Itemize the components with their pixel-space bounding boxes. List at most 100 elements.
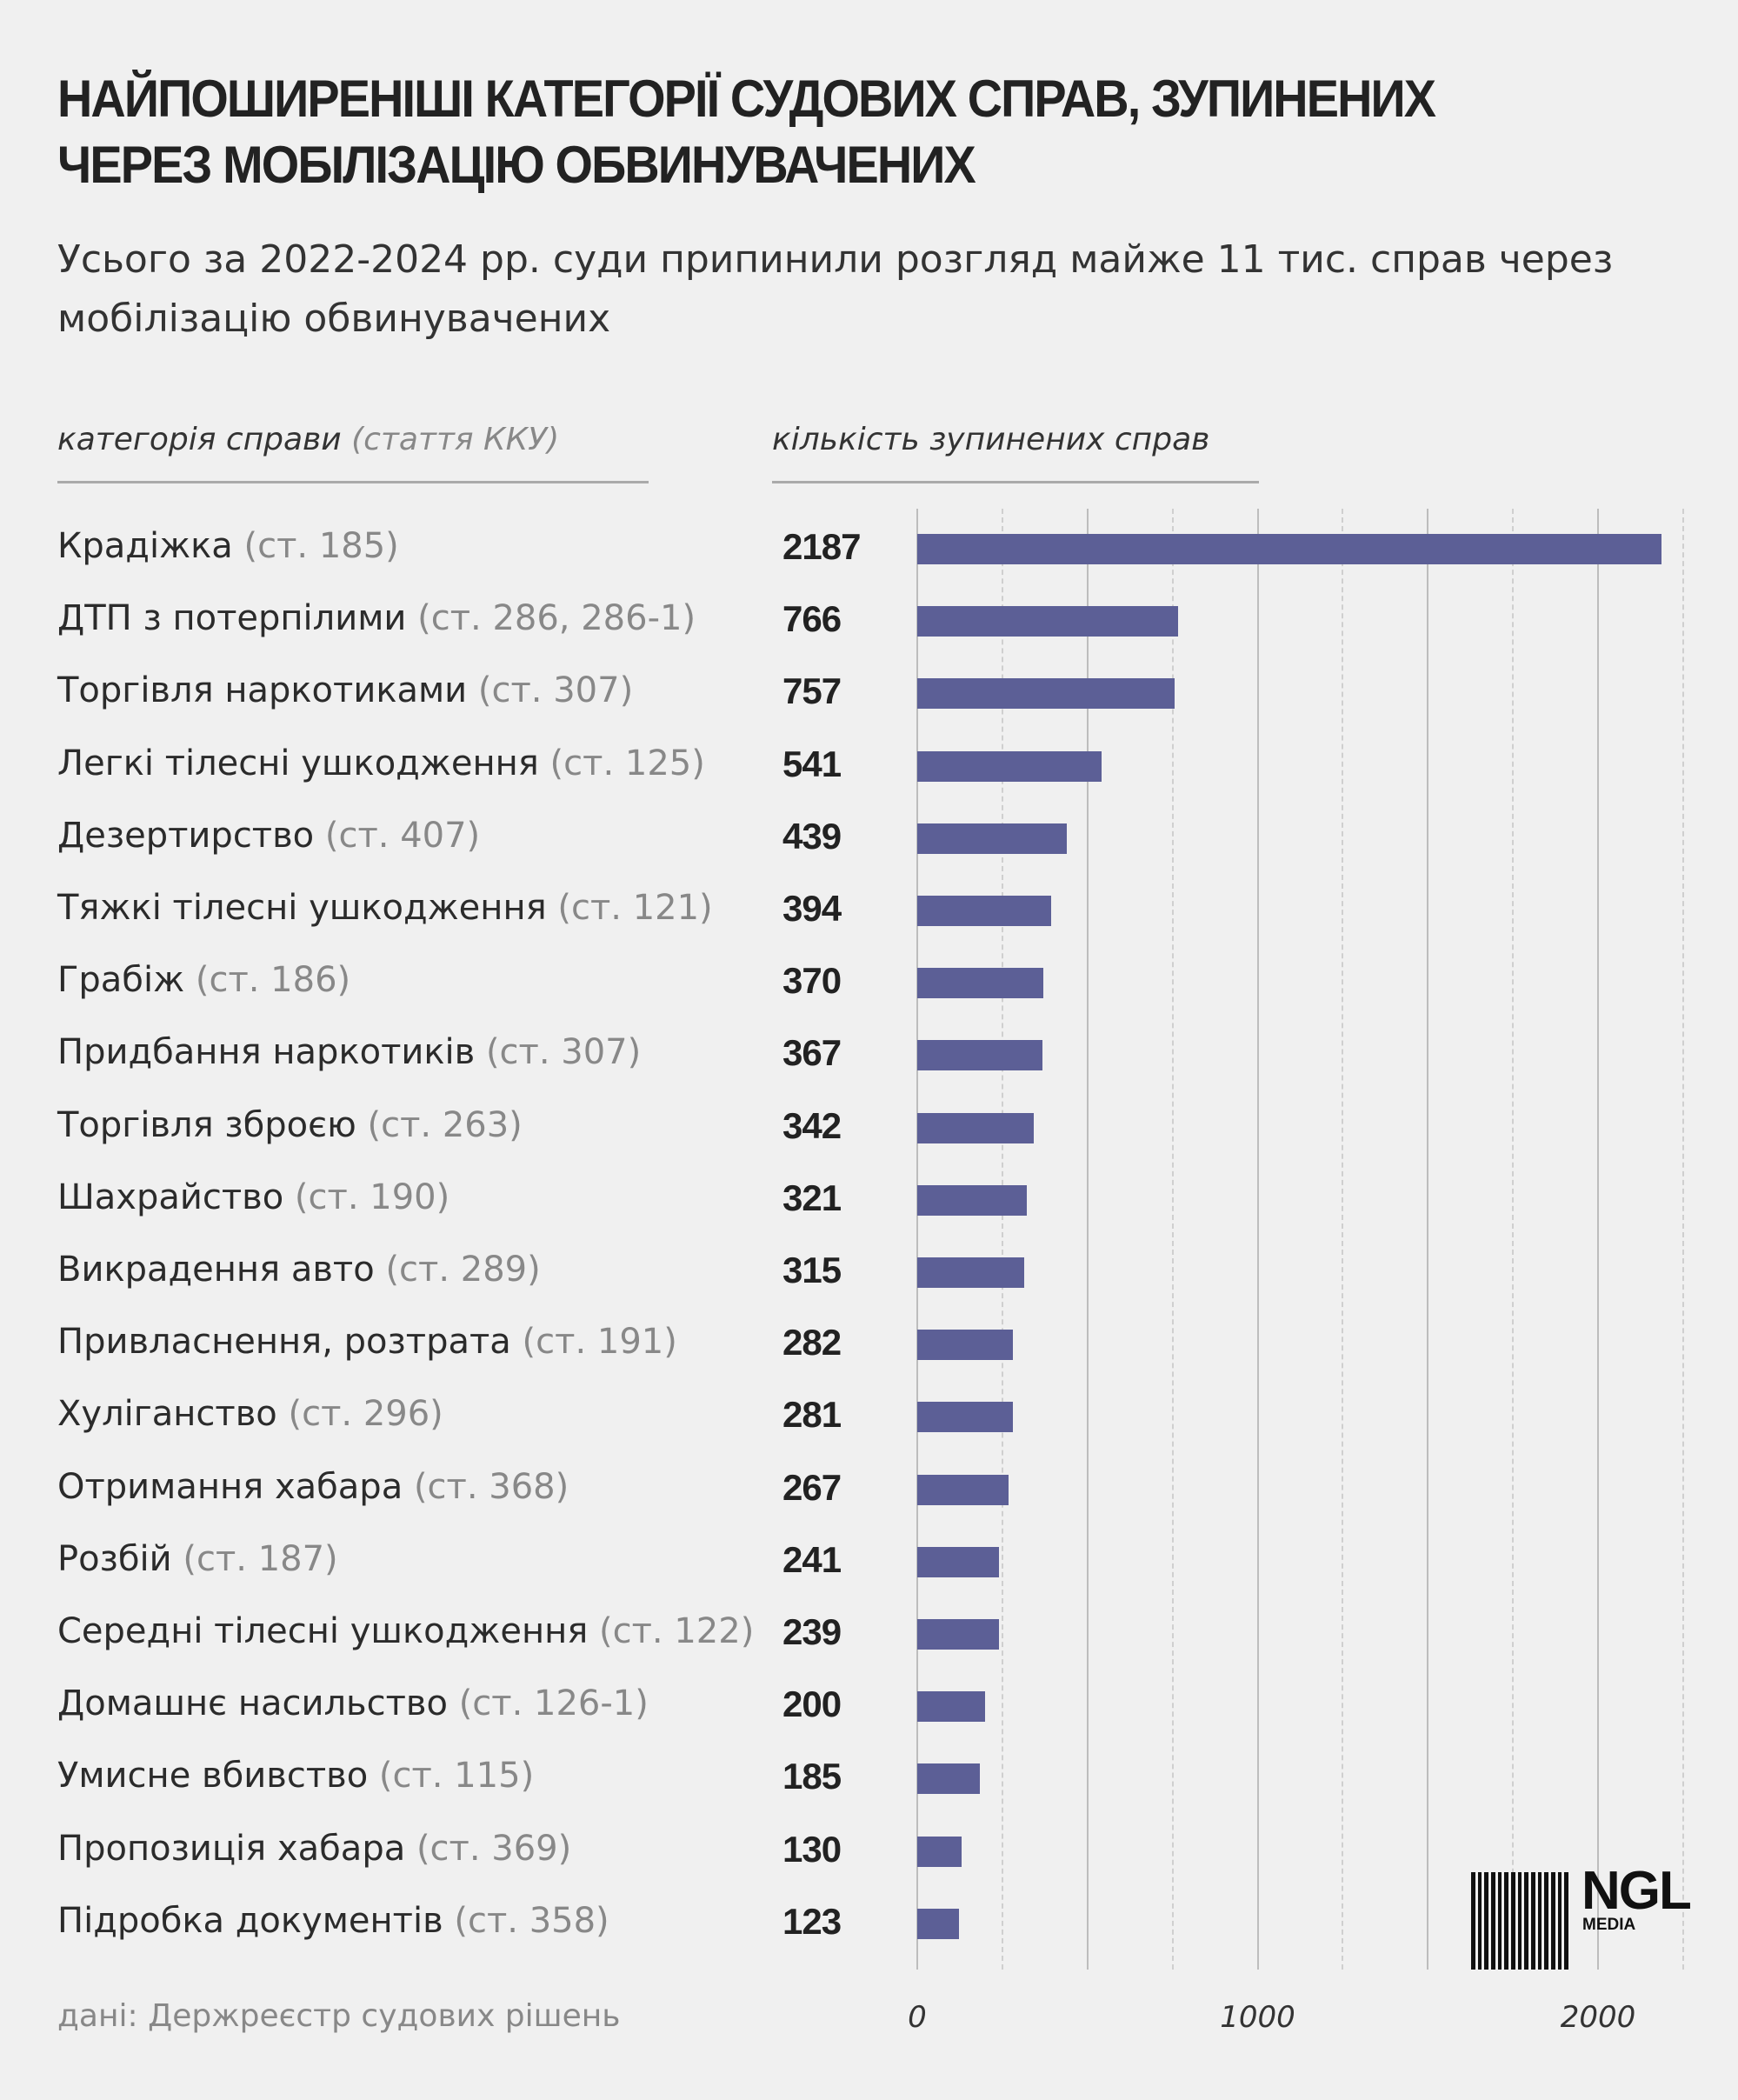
bar bbox=[917, 1836, 962, 1867]
bar bbox=[917, 1330, 1014, 1361]
bar bbox=[917, 1908, 960, 1939]
value-label: 200 bbox=[782, 1683, 842, 1725]
value-label: 370 bbox=[782, 960, 842, 1002]
source-note: дані: Держреєстр судових рішень bbox=[57, 1998, 621, 2034]
category-name: ДТП з потерпілими bbox=[57, 598, 407, 639]
category-header-label: категорія справи bbox=[57, 422, 342, 457]
category-article: (ст. 125) bbox=[549, 743, 705, 783]
category-name: Торгівля зброєю bbox=[57, 1104, 356, 1145]
category-label: Придбання наркотиків (ст. 307) bbox=[57, 1032, 641, 1072]
value-label: 267 bbox=[782, 1466, 842, 1508]
category-article: (ст. 126-1) bbox=[458, 1683, 649, 1724]
gridline bbox=[1171, 509, 1174, 1970]
category-header-rule bbox=[57, 481, 649, 483]
gridline bbox=[916, 509, 918, 1970]
bar bbox=[917, 534, 1662, 564]
category-name: Викрадення авто bbox=[57, 1250, 375, 1290]
category-article: (ст. 358) bbox=[454, 1900, 609, 1941]
category-header: категорія справи (стаття ККУ) bbox=[57, 422, 559, 457]
category-label: Хуліганство (ст. 296) bbox=[57, 1394, 443, 1434]
category-article: (ст. 307) bbox=[485, 1032, 642, 1073]
bar bbox=[917, 896, 1052, 926]
category-article: (ст. 286, 286-1) bbox=[417, 598, 696, 639]
category-label: Підробка документів (ст. 358) bbox=[57, 1901, 609, 1941]
value-label: 321 bbox=[782, 1177, 842, 1218]
bar bbox=[917, 1402, 1013, 1433]
category-label: Легкі тілесні ушкодження (ст. 125) bbox=[57, 743, 705, 783]
value-label: 367 bbox=[782, 1032, 842, 1074]
category-article: (ст. 296) bbox=[288, 1394, 443, 1435]
x-tick-label: 1000 bbox=[1220, 2000, 1295, 2035]
category-article: (ст. 191) bbox=[522, 1322, 677, 1363]
category-name: Отримання хабара bbox=[57, 1466, 403, 1507]
bar bbox=[917, 1040, 1042, 1071]
category-article: (ст. 122) bbox=[599, 1611, 755, 1651]
category-label: Шахрайство (ст. 190) bbox=[57, 1177, 449, 1217]
category-label: Торгівля наркотиками (ст. 307) bbox=[57, 670, 633, 710]
category-article: (ст. 368) bbox=[413, 1466, 569, 1507]
bar bbox=[917, 1184, 1027, 1216]
value-label: 2187 bbox=[782, 526, 861, 567]
category-article: (ст. 307) bbox=[477, 670, 634, 711]
category-article: (ст. 115) bbox=[378, 1756, 535, 1797]
category-name: Привласнення, розтрата bbox=[57, 1322, 511, 1363]
category-article: (ст. 185) bbox=[243, 526, 399, 566]
value-label: 342 bbox=[782, 1104, 842, 1146]
category-label: Розбій (ст. 187) bbox=[57, 1539, 338, 1579]
category-label: Домашнє насильство (ст. 126-1) bbox=[57, 1683, 649, 1723]
bar bbox=[917, 1474, 1009, 1505]
value-label: 241 bbox=[782, 1538, 842, 1580]
logo-text: NGL bbox=[1582, 1861, 1692, 1921]
value-label: 766 bbox=[782, 598, 842, 640]
value-label: 541 bbox=[782, 743, 842, 784]
category-label: Умисне вбивство (ст. 115) bbox=[57, 1756, 534, 1796]
bar bbox=[917, 1257, 1025, 1288]
bar bbox=[917, 606, 1178, 637]
category-article: (ст. 121) bbox=[557, 888, 713, 928]
category-article: (ст. 190) bbox=[294, 1177, 450, 1217]
x-tick-label: 2000 bbox=[1560, 2000, 1636, 2035]
category-article: (ст. 369) bbox=[416, 1828, 572, 1869]
category-label: Торгівля зброєю (ст. 263) bbox=[57, 1105, 523, 1145]
count-header-rule bbox=[772, 481, 1259, 483]
category-name: Пропозиція хабара bbox=[57, 1828, 406, 1869]
category-label: Середні тілесні ушкодження (ст. 122) bbox=[57, 1611, 754, 1651]
chart-subtitle: Усього за 2022-2024 рр. суди припинили р… bbox=[57, 237, 1614, 341]
value-label: 757 bbox=[782, 670, 842, 712]
category-name: Шахрайство bbox=[57, 1177, 284, 1217]
category-name: Легкі тілесні ушкодження bbox=[57, 743, 539, 783]
category-name: Умисне вбивство bbox=[57, 1756, 369, 1797]
gridline bbox=[1427, 509, 1429, 1970]
bar bbox=[917, 1763, 981, 1795]
value-label: 123 bbox=[782, 1900, 842, 1942]
gridline bbox=[1597, 509, 1599, 1970]
value-label: 315 bbox=[782, 1250, 842, 1290]
bar bbox=[917, 1619, 999, 1650]
category-label: Грабіж (ст. 186) bbox=[57, 960, 350, 1000]
category-name: Тяжкі тілесні ушкодження bbox=[57, 888, 547, 928]
gridline bbox=[1256, 509, 1259, 1970]
value-label: 239 bbox=[782, 1611, 842, 1652]
gridline bbox=[1001, 509, 1003, 1970]
gridline bbox=[1512, 509, 1515, 1970]
category-name: Домашнє насильство bbox=[57, 1683, 448, 1724]
value-label: 281 bbox=[782, 1394, 842, 1436]
category-label: Привласнення, розтрата (ст. 191) bbox=[57, 1322, 677, 1362]
logo-mark-icon bbox=[1471, 1872, 1569, 1970]
value-label: 185 bbox=[782, 1756, 842, 1797]
value-label: 130 bbox=[782, 1828, 842, 1870]
category-header-note: (стаття ККУ) bbox=[351, 422, 560, 457]
category-name: Хуліганство bbox=[57, 1394, 277, 1435]
category-article: (ст. 186) bbox=[195, 960, 351, 1001]
bar bbox=[917, 750, 1102, 782]
value-label: 282 bbox=[782, 1322, 842, 1363]
ngl-media-logo: NGL MEDIA bbox=[1471, 1861, 1692, 1970]
category-name: Грабіж bbox=[57, 960, 185, 1001]
category-name: Підробка документів bbox=[57, 1900, 443, 1941]
category-name: Придбання наркотиків bbox=[57, 1032, 476, 1073]
value-label: 439 bbox=[782, 815, 842, 857]
category-label: Пропозиція хабара (ст. 369) bbox=[57, 1829, 571, 1869]
gridline bbox=[1086, 509, 1089, 1970]
category-article: (ст. 263) bbox=[367, 1104, 523, 1145]
category-label: Викрадення авто (ст. 289) bbox=[57, 1250, 541, 1290]
